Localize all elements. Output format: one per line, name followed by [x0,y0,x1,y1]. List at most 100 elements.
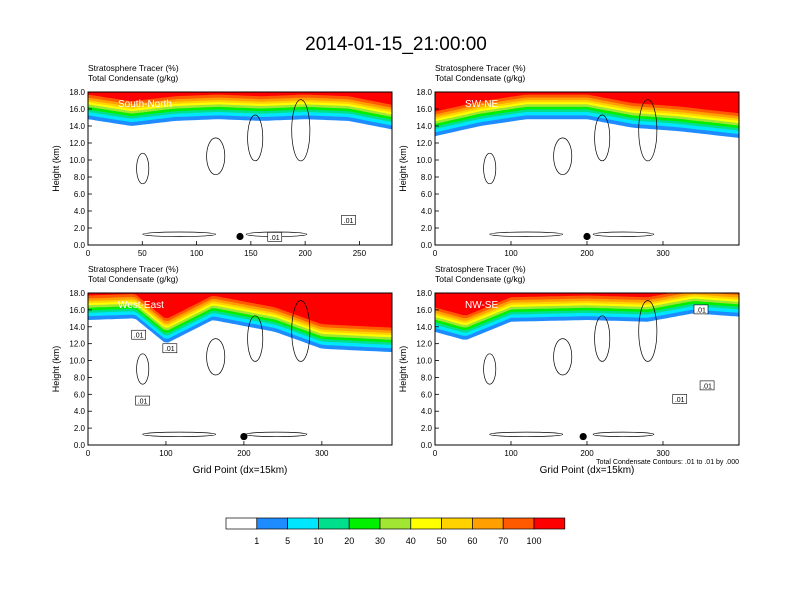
contour-line-6 [592,431,655,438]
x-tick-label: 150 [244,249,258,258]
contour-line-1 [136,152,150,185]
tracer-band-10 [88,293,392,328]
panel-header-line1: Stratosphere Tracer (%) [88,264,179,274]
y-tick-label: 10.0 [69,156,85,165]
tracer-field [88,92,392,245]
panels: Stratosphere Tracer (%)Total Condensate … [51,63,740,476]
condensate-contours [136,300,311,438]
x-tick-label: 100 [190,249,204,258]
contour-line-5 [142,231,217,237]
y-tick-label: 8.0 [421,173,433,182]
y-axis-label: Height (km) [398,145,408,192]
location-marker [236,232,244,241]
tracer-field [435,293,739,445]
y-tick-label: 18.0 [416,88,432,97]
x-tick-label: 100 [159,449,173,458]
y-tick-label: 6.0 [421,190,433,199]
colorbar: 1 5 10 20 30 40 50 60 70 100 [225,517,566,546]
tracer-band-9 [435,293,739,319]
x-tick-label: 200 [580,249,594,258]
colorbar-label: 5 [285,536,290,546]
contour-label-box [693,304,709,315]
y-tick-label: 14.0 [69,122,85,131]
contour-label-box [267,232,283,242]
colorbar-swatch [533,517,566,530]
colorbar-label: 60 [467,536,477,546]
contour-label-box [135,395,150,406]
colorbar-swatch [287,517,319,530]
contour-line-2 [553,338,573,376]
colorbar-swatch [318,517,350,530]
colorbar-swatch [225,517,258,530]
tracer-field [88,293,392,445]
contour-line-4 [291,300,311,362]
contour-line-1 [483,353,497,385]
colorbar-label: 70 [498,536,508,546]
contour-label-box [162,343,178,354]
x-tick-label: 0 [86,449,91,458]
y-tick-label: 6.0 [421,390,433,399]
y-tick-label: 2.0 [74,224,86,233]
y-tick-label: 18.0 [416,289,432,298]
y-tick-label: 2.0 [74,424,86,433]
contour-line-1 [136,353,150,385]
panel-4: Stratosphere Tracer (%) Total Condensate … [398,264,740,476]
y-tick-label: 14.0 [69,323,85,332]
contour-line-5 [142,431,217,438]
y-tick-label: 0.0 [421,441,433,450]
y-tick-label: 12.0 [69,340,85,349]
colorbar-swatch [441,517,473,530]
panel-header-line2: Total Condensate (g/kg) [435,73,525,83]
contour-label: .01 [134,333,144,340]
panel-label: South-North [118,99,172,110]
y-tick-label: 0.0 [421,241,433,250]
contour-label: .01 [344,218,354,225]
x-tick-label: 100 [504,449,518,458]
panel-header-line1: Stratosphere Tracer (%) [435,264,526,274]
panel-header-line2: Total Condensate (g/kg) [88,274,178,284]
y-tick-label: 8.0 [74,373,86,382]
tracer-band-10 [435,92,739,114]
colorbar-label: 40 [406,536,416,546]
contour-label-box [131,329,146,340]
contour-line-6 [592,231,655,237]
condensate-contours [483,300,658,438]
panel-header-line1: Stratosphere Tracer (%) [435,63,526,73]
contour-label-box [699,380,715,391]
y-tick-label: 10.0 [416,357,432,366]
panel-2: Stratosphere Tracer (%)Total Condensate … [398,63,740,258]
colorbar-swatch [502,517,535,530]
x-tick-label: 300 [315,449,329,458]
panel-label: West-East [118,300,164,311]
y-tick-label: 8.0 [421,373,433,382]
figure-title: 2014-01-15_21:00:00 [305,34,487,55]
colorbar-label: 100 [526,536,541,546]
contour-label: .01 [675,397,685,404]
colorbar-label: 20 [344,536,354,546]
contour-label-box [672,394,688,404]
y-tick-label: 8.0 [74,173,86,182]
y-tick-label: 4.0 [421,207,433,216]
y-axis-label: Height (km) [398,346,408,393]
condensate-contours [483,99,658,237]
y-tick-label: 12.0 [416,340,432,349]
x-tick-label: 0 [433,449,438,458]
y-tick-label: 10.0 [416,156,432,165]
contour-line-4 [291,99,311,162]
y-tick-label: 18.0 [69,289,85,298]
location-marker [583,232,591,241]
contour-line-4 [638,300,658,362]
x-tick-label: 0 [433,249,438,258]
x-tick-label: 200 [298,249,312,258]
y-tick-label: 18.0 [69,88,85,97]
colorbar-label: 50 [437,536,447,546]
y-tick-label: 12.0 [416,139,432,148]
colorbar-swatch [379,517,412,530]
contour-footnote: Total Condensate Contours: .01 to .01 by… [596,459,739,466]
contour-label: .01 [165,346,175,353]
contour-line-3 [594,114,611,162]
panel-1: Stratosphere Tracer (%)Total Condensate … [51,63,393,258]
panel-label: NW-SE [465,300,498,311]
y-tick-label: 16.0 [69,306,85,315]
